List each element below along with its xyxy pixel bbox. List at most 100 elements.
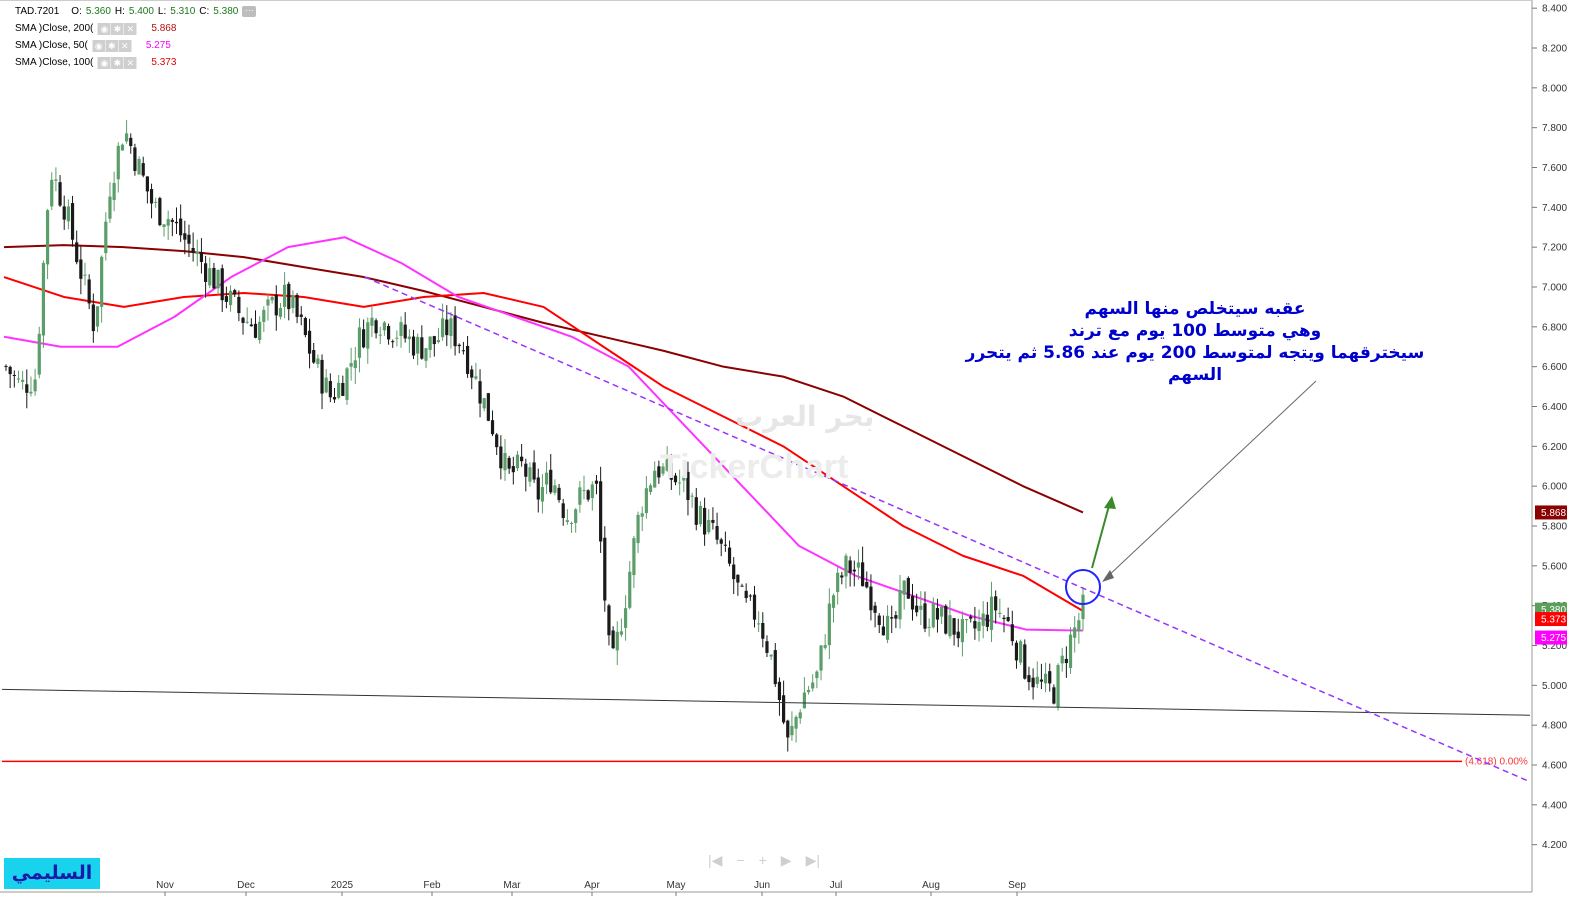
candle-body xyxy=(536,477,540,500)
candle-body xyxy=(470,369,474,378)
candle-body xyxy=(977,621,981,632)
last-icon[interactable]: ▶| xyxy=(805,852,820,868)
candle-body xyxy=(582,490,586,492)
candle-body xyxy=(187,234,191,244)
high-value: 5.400 xyxy=(128,6,154,17)
candle-body xyxy=(761,622,765,639)
y-tick-label: 6.400 xyxy=(1542,402,1567,413)
candle-body xyxy=(599,481,603,542)
candle-body xyxy=(948,615,952,637)
y-tick-label: 5.800 xyxy=(1542,522,1567,533)
candle-body xyxy=(262,309,266,322)
candle-body xyxy=(486,393,490,421)
close-icon[interactable]: ✕ xyxy=(118,39,131,52)
candle-body xyxy=(25,384,29,393)
candle-body xyxy=(320,359,324,394)
candle-body xyxy=(707,519,711,533)
candle-body xyxy=(736,574,740,583)
candle-body xyxy=(345,368,349,400)
candle-body xyxy=(270,296,274,301)
candle-body xyxy=(378,334,382,336)
candle-body xyxy=(478,381,482,404)
candle-body xyxy=(540,487,545,502)
first-icon[interactable]: |◀ xyxy=(708,852,723,868)
settings-icon[interactable]: ✱ xyxy=(111,56,124,69)
candle-body xyxy=(715,526,719,540)
next-icon[interactable]: ▶ xyxy=(780,852,792,868)
candle-body xyxy=(885,615,890,640)
candle-body xyxy=(653,470,657,488)
candle-body xyxy=(332,397,337,400)
candle-body xyxy=(994,596,998,611)
y-tick-label: 7.400 xyxy=(1542,203,1567,214)
candle-body xyxy=(362,329,366,348)
visibility-icon[interactable]: ◉ xyxy=(98,22,111,35)
candle-body xyxy=(33,379,37,392)
candle-body xyxy=(382,322,387,331)
candle-body xyxy=(1039,679,1044,682)
candle-body xyxy=(1068,634,1073,669)
y-tick-label: 4.800 xyxy=(1542,721,1567,732)
candle-body xyxy=(370,317,374,326)
legend-sma50-value: 5.275 xyxy=(145,40,171,51)
visibility-icon[interactable]: ◉ xyxy=(92,39,105,52)
candle-body xyxy=(686,471,690,501)
watermark-tickerchart: TickerChart xyxy=(660,448,849,486)
candle-body xyxy=(557,487,561,501)
x-tick-label: May xyxy=(667,880,686,891)
y-tick-label: 6.800 xyxy=(1542,322,1567,333)
candle-body xyxy=(952,618,956,635)
candle-body xyxy=(353,360,357,369)
candle-body xyxy=(341,382,345,396)
candle-body xyxy=(1048,671,1052,684)
candle-body xyxy=(702,507,707,535)
candle-body xyxy=(399,322,403,337)
candle-body xyxy=(553,485,557,493)
candle-body xyxy=(474,376,478,379)
candle-body xyxy=(636,514,640,544)
sma50-line xyxy=(3,236,1084,632)
candle-body xyxy=(432,336,436,345)
settings-icon[interactable]: ✱ xyxy=(105,39,118,52)
chart-legend: TAD.7201 O: 5.360 H: 5.400 L: 5.310 C: 5… xyxy=(15,3,257,71)
candle-body xyxy=(669,463,673,480)
candle-body xyxy=(919,605,923,610)
close-icon[interactable]: ✕ xyxy=(124,56,137,69)
x-tick-label: Jun xyxy=(754,880,770,891)
candle-body xyxy=(944,605,948,634)
candle-body xyxy=(661,466,665,474)
candle-body xyxy=(927,626,931,628)
x-tick-label: Sep xyxy=(1008,880,1026,891)
candle-body xyxy=(769,654,773,657)
candle-body xyxy=(465,345,470,374)
zoom-in-icon[interactable]: + xyxy=(758,852,767,868)
zoom-out-icon[interactable]: − xyxy=(736,852,745,868)
candle-body xyxy=(91,304,95,332)
candle-body xyxy=(249,324,253,327)
close-icon[interactable]: ✕ xyxy=(124,22,137,35)
candle-body xyxy=(802,692,806,709)
candle-body xyxy=(960,619,965,643)
visibility-icon[interactable]: ◉ xyxy=(98,56,111,69)
close-label: C: xyxy=(199,6,210,17)
candle-body xyxy=(50,179,54,207)
candle-body xyxy=(224,296,228,302)
candle-body xyxy=(615,631,619,651)
candle-body xyxy=(690,495,694,497)
settings-icon[interactable]: ✱ xyxy=(111,22,124,35)
candle-body xyxy=(520,456,524,462)
candle-body xyxy=(349,363,353,367)
more-options-icon[interactable]: ··· xyxy=(242,6,257,17)
candle-body xyxy=(1023,644,1027,679)
candle-body xyxy=(66,206,70,222)
candle-body xyxy=(852,569,856,572)
candle-body xyxy=(827,603,831,646)
candle-body xyxy=(220,268,224,301)
candle-body xyxy=(603,537,607,601)
x-tick-label: Aug xyxy=(922,880,940,891)
candle-body xyxy=(856,562,861,568)
candle-body xyxy=(940,606,944,617)
support-trendline xyxy=(1,688,1531,716)
candle-body xyxy=(682,476,686,481)
